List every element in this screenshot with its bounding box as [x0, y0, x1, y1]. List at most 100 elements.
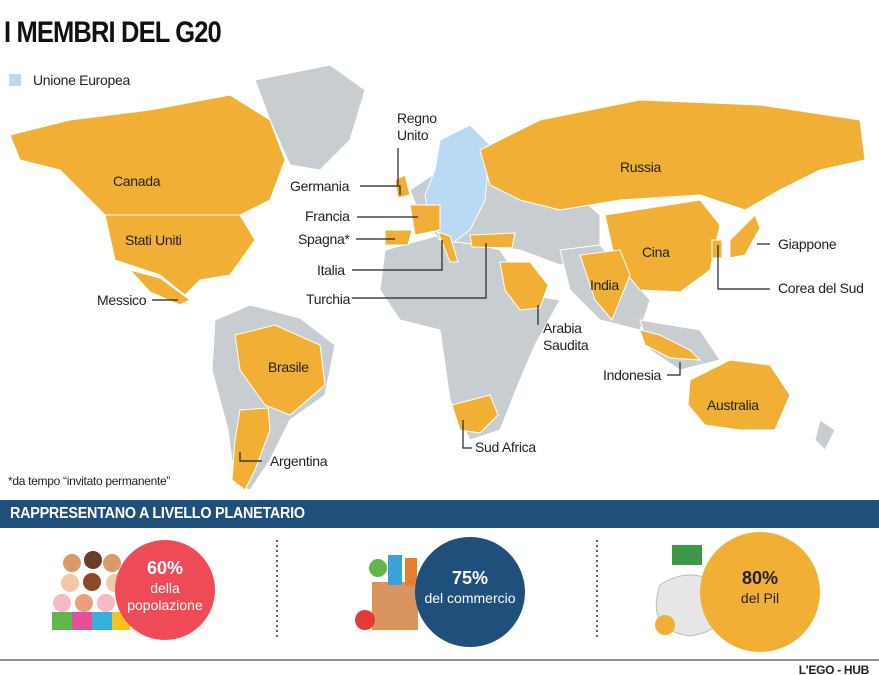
country-label-line: Germania [290, 178, 350, 194]
people-icon [61, 574, 79, 592]
country-label-line: Unito [397, 127, 429, 143]
eu-area [424, 124, 491, 246]
country-label-line: Canada [113, 173, 161, 189]
stat-text: 80% del Pil [700, 566, 820, 607]
country-label: Stati Uniti [125, 232, 182, 249]
country-label-line: Russia [620, 159, 661, 175]
country-label-line: Argentina [270, 453, 328, 469]
people-icon [97, 594, 115, 612]
country-label-line: Turchia [306, 291, 351, 307]
country-label-line: Stati Uniti [125, 232, 182, 248]
country-label: Giappone [778, 236, 837, 253]
country-label: Cina [642, 244, 670, 261]
g20-area [639, 329, 702, 361]
country-label-line: Corea del Sud [778, 280, 864, 296]
country-label: Messico [97, 292, 147, 309]
g20-area [384, 229, 413, 246]
grocery-icon [355, 610, 375, 630]
title: I MEMBRI DEL G20 [4, 16, 222, 49]
stat-value: 80% [741, 568, 779, 588]
g20-area [711, 239, 723, 259]
country-label-line: Indonesia [603, 367, 662, 383]
footnote: *da tempo “invitato permanente” [8, 474, 171, 488]
people-icon [63, 554, 81, 572]
g20-area [9, 94, 866, 491]
country-label-line: Brasile [268, 359, 309, 375]
country-label: Francia [305, 208, 350, 225]
stat-circle [415, 537, 525, 647]
leader-line [239, 452, 262, 462]
people-icon [53, 594, 71, 612]
country-label: Russia [620, 159, 661, 176]
g20-area [729, 214, 761, 259]
country-label: Argentina [270, 453, 328, 470]
money-icon [655, 615, 675, 635]
people-icon [72, 612, 92, 630]
leader-line [717, 245, 770, 290]
legend-swatch [9, 74, 21, 86]
stat-text: 60% della popolazione [105, 556, 225, 614]
leader-line [352, 243, 487, 299]
stat-text: 75% del commercio [410, 566, 530, 607]
country-label: Regno Unito [397, 110, 437, 144]
people-icon [52, 551, 130, 630]
stat-value: 75% [451, 568, 489, 588]
banner-text: RAPPRESENTANO A LIVELLO PLANETARIO [10, 505, 305, 522]
country-label-line: Francia [305, 208, 350, 224]
country-label-line: Arabia [543, 320, 582, 336]
stat-label: del commercio [424, 590, 516, 606]
country-label: Brasile [268, 359, 309, 376]
g20-area [9, 94, 286, 216]
stat-label: della [150, 580, 180, 596]
banner-bar [0, 500, 879, 528]
grocery-icon [372, 582, 418, 630]
country-label-line: Saudita [543, 337, 589, 353]
g20-area [409, 204, 441, 236]
eu-area [424, 124, 491, 246]
country-label: Indonesia [603, 367, 661, 384]
people-icon [83, 573, 101, 591]
country-label: Turchia [306, 291, 350, 308]
country-label-line: Sud Africa [475, 439, 536, 455]
country-label: Corea del Sud [778, 280, 864, 297]
country-label: Spagna* [298, 231, 350, 248]
people-icon [52, 612, 72, 630]
leader-line [360, 185, 401, 195]
people-icon [75, 594, 93, 612]
grocery-icon [405, 558, 417, 586]
g20-area [469, 232, 516, 249]
leader-line [152, 148, 770, 462]
stat-circle [115, 540, 215, 640]
country-label-line: Italia [317, 262, 345, 278]
country-label: Canada [113, 173, 161, 190]
country-label-line: Giappone [778, 236, 837, 252]
leader-line [462, 420, 472, 449]
g20-area [128, 269, 191, 306]
leader-line [667, 362, 681, 376]
stat-circle [700, 532, 820, 652]
people-icon [84, 551, 102, 569]
stat-value: 60% [146, 558, 184, 578]
country-label: Sud Africa [475, 439, 536, 456]
country-label-line: Spagna* [298, 231, 350, 247]
country-label: Italia [317, 262, 345, 279]
g20-area [231, 407, 271, 491]
people-icon [103, 554, 121, 572]
separator [276, 540, 598, 640]
country-label-line: India [590, 277, 619, 293]
g20-area [234, 324, 326, 416]
grocery-icon [369, 559, 387, 577]
country-label-line: Cina [642, 244, 670, 260]
stat-label: del Pil [740, 590, 780, 606]
map-land [814, 419, 836, 451]
money-icon [672, 545, 702, 565]
country-label: India [590, 277, 619, 294]
g20-area [499, 261, 549, 311]
country-label-line: Australia [707, 397, 759, 413]
credit: L'EGO - HUB [798, 663, 870, 675]
g20-area [579, 249, 631, 321]
g20-area [687, 359, 791, 431]
people-icon [92, 612, 112, 630]
g20-area [394, 174, 411, 199]
